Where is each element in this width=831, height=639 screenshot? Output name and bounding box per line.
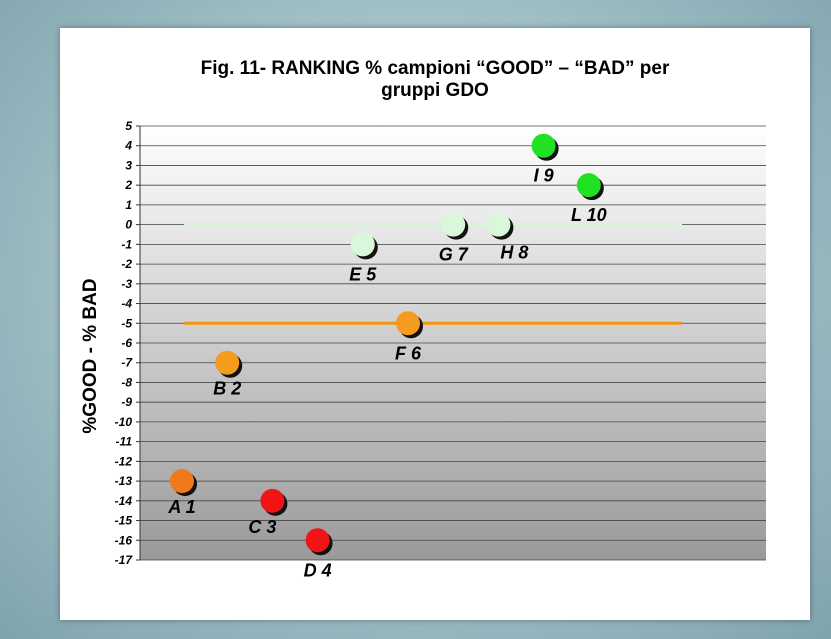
data-point (170, 469, 194, 494)
y-tick-label: -14 (115, 494, 133, 508)
y-tick-label: -3 (121, 277, 132, 291)
data-point-group: L 10 (571, 173, 607, 225)
data-point (441, 212, 466, 237)
y-tick-label: -15 (115, 514, 133, 528)
y-tick-label: -1 (121, 237, 132, 251)
data-point-group: I 9 (531, 133, 559, 186)
reference-lines (184, 223, 682, 325)
y-tick-labels: 5 4 3 2 1 0 -1 -2 -3 -4 -5 -6 -7 -8 -9 -10 -11 -12 -13 -14 -… (115, 119, 140, 567)
y-tick-label: -4 (121, 297, 132, 311)
data-point-group: H 8 (486, 212, 528, 263)
y-tick-label: -9 (121, 395, 132, 409)
point-label: I 9 (534, 166, 554, 186)
y-tick-label: 2 (124, 178, 132, 192)
data-point (396, 311, 420, 336)
point-label: C 3 (248, 517, 276, 537)
data-point (305, 528, 330, 553)
data-point (486, 212, 511, 237)
point-label: H 8 (500, 243, 528, 263)
point-label: E 5 (349, 264, 377, 284)
y-tick-label: -17 (115, 553, 134, 567)
data-point-group: A 1 (167, 469, 197, 517)
y-tick-label: -10 (115, 415, 133, 429)
data-point-group: G 7 (439, 212, 469, 265)
data-point (576, 173, 601, 198)
y-tick-label: -2 (121, 257, 132, 271)
chart-panel: Fig. 11- RANKING % campioni “GOOD” – “BA… (60, 28, 810, 620)
data-point-group: D 4 (304, 528, 333, 580)
point-label: F 6 (395, 343, 422, 363)
data-point (350, 232, 375, 257)
data-point (215, 350, 240, 375)
chart-title-line-2: gruppi GDO (381, 80, 489, 101)
y-axis-label: %GOOD - % BAD (80, 278, 101, 433)
data-point-group: E 5 (349, 232, 378, 284)
point-label: D 4 (304, 560, 332, 580)
y-tick-label: -8 (121, 375, 132, 389)
data-point-group: C 3 (248, 488, 288, 537)
y-tick-label: 0 (125, 218, 132, 232)
point-label: A 1 (167, 497, 195, 517)
y-tick-label: -13 (115, 474, 133, 488)
y-tick-label: -11 (116, 435, 133, 449)
y-tick-label: -6 (121, 336, 132, 350)
y-tick-label: 5 (125, 119, 132, 133)
y-tick-label: -7 (121, 356, 133, 370)
y-tick-label: -12 (115, 454, 133, 468)
y-tick-label: 4 (124, 139, 132, 153)
ranking-chart: Fig. 11- RANKING % campioni “GOOD” – “BA… (80, 58, 766, 580)
point-label: B 2 (213, 379, 241, 399)
data-point (531, 133, 556, 158)
point-label: L 10 (571, 205, 607, 225)
chart-title-line-1: Fig. 11- RANKING % campioni “GOOD” – “BA… (201, 58, 670, 79)
y-tick-label: 3 (125, 158, 132, 172)
data-point-group: B 2 (213, 350, 243, 399)
y-tick-label: -5 (121, 316, 132, 330)
data-points: A 1 B 2 C 3 D 4 E 5 F 6 G 7 H 8 I 9 L 10 (167, 133, 607, 580)
data-point (260, 488, 285, 513)
data-point-group: F 6 (395, 311, 423, 363)
y-tick-label: 1 (125, 198, 132, 212)
point-label: G 7 (439, 245, 469, 265)
y-tick-label: -16 (115, 533, 133, 547)
